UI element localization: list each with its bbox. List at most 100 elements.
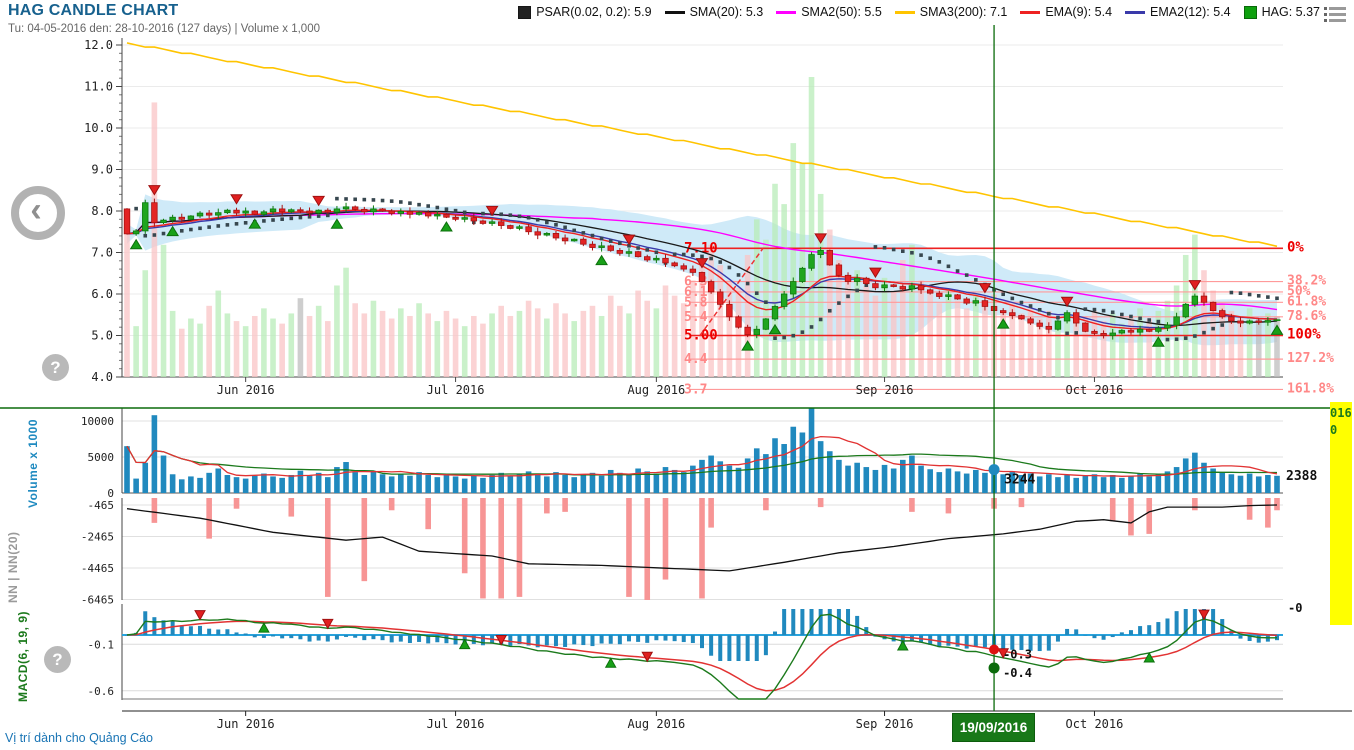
svg-text:50%: 50%: [1287, 284, 1311, 299]
svg-text:11.0: 11.0: [84, 80, 113, 94]
svg-text:-0.3: -0.3: [1003, 648, 1032, 662]
macd-line: [126, 613, 1277, 700]
svg-text:Jul 2016: Jul 2016: [427, 383, 485, 397]
legend-label: EMA2(12): 5.4: [1150, 5, 1231, 19]
svg-text:-2465: -2465: [81, 531, 114, 544]
candlesticks: [123, 198, 1281, 340]
svg-text:3.7: 3.7: [684, 382, 707, 397]
svg-text:78.6%: 78.6%: [1287, 309, 1326, 324]
svg-text:5000: 5000: [88, 451, 115, 464]
svg-text:61.8%: 61.8%: [1287, 294, 1326, 309]
side-strip-line: 016: [1330, 406, 1352, 420]
svg-text:4.4: 4.4: [684, 352, 708, 367]
menu-button[interactable]: [1324, 7, 1348, 27]
svg-text:Aug 2016: Aug 2016: [627, 717, 685, 731]
svg-text:0: 0: [107, 487, 114, 500]
svg-text:7.0: 7.0: [91, 246, 113, 260]
macd-panel-label: MACD(6, 19, 9): [16, 610, 30, 702]
svg-text:Oct 2016: Oct 2016: [1066, 383, 1124, 397]
legend-label: PSAR(0.02, 0.2): 5.9: [536, 5, 652, 19]
svg-text:3244: 3244: [1004, 473, 1035, 488]
svg-text:10.0: 10.0: [84, 121, 113, 135]
macd-signal-line: [126, 620, 1278, 692]
svg-text:-4465: -4465: [81, 562, 114, 575]
svg-text:Sep 2016: Sep 2016: [856, 717, 914, 731]
svg-text:Jul 2016: Jul 2016: [427, 717, 485, 731]
svg-text:4.0: 4.0: [91, 370, 113, 384]
svg-text:2388: 2388: [1286, 469, 1317, 484]
svg-text:Sep 2016: Sep 2016: [856, 383, 914, 397]
legend-item[interactable]: EMA(9): 5.4: [1020, 5, 1112, 19]
legend-square-swatch: [518, 5, 532, 19]
help-icon[interactable]: ?: [44, 646, 71, 673]
legend-item[interactable]: SMA3(200): 7.1: [894, 5, 1008, 19]
svg-text:-465: -465: [88, 499, 115, 512]
legend-line-swatch: [776, 10, 797, 14]
legend-item[interactable]: HAG: 5.37: [1243, 5, 1320, 19]
svg-text:9.0: 9.0: [91, 163, 113, 177]
legend-line-swatch: [1125, 10, 1146, 14]
ad-placeholder-text: Vị trí dành cho Quảng Cáo: [5, 731, 154, 745]
legend-item[interactable]: PSAR(0.02, 0.2): 5.9: [518, 5, 652, 19]
crosshair-macd-dot: [988, 662, 1000, 674]
menu-icon: [1324, 7, 1348, 10]
legend-line-swatch: [664, 10, 685, 14]
svg-text:Jun 2016: Jun 2016: [217, 383, 275, 397]
nn-panel: -465 -2465 -4465 -6465: [81, 498, 1283, 607]
help-icon[interactable]: ?: [42, 354, 69, 381]
legend-item[interactable]: SMA2(50): 5.5: [776, 5, 882, 19]
page-title: HAG CANDLE CHART: [8, 2, 179, 19]
nn-panel-label: NN | NN(20): [6, 531, 20, 603]
legend-line-swatch: [1020, 10, 1041, 14]
svg-text:0%: 0%: [1287, 239, 1304, 255]
svg-text:10000: 10000: [81, 415, 114, 428]
svg-text:100%: 100%: [1287, 327, 1321, 343]
sma3-200-line: [126, 42, 1278, 248]
svg-text:7.10: 7.10: [684, 240, 718, 256]
crosshair-signal-dot: [989, 644, 1000, 655]
legend-line-swatch: [894, 10, 915, 14]
svg-text:5.4: 5.4: [684, 310, 708, 325]
macd-panel: -0.1 -0.6: [88, 604, 1283, 700]
main-price-panel: 4.05.06.07.08.09.010.011.012.07.10 0%6.3 3…: [84, 38, 1334, 397]
svg-text:12.0: 12.0: [84, 38, 113, 52]
volume-panel-label: Volume x 1000: [26, 419, 40, 508]
svg-text:Jun 2016: Jun 2016: [217, 717, 275, 731]
svg-text:-0.4: -0.4: [1003, 666, 1032, 680]
back-arrow-icon[interactable]: ‹: [11, 186, 65, 240]
svg-text:161.8%: 161.8%: [1287, 381, 1334, 396]
legend-item[interactable]: EMA2(12): 5.4: [1125, 5, 1231, 19]
legend-label: HAG: 5.37: [1261, 5, 1320, 19]
menu-icon: [1324, 19, 1348, 22]
svg-text:Aug 2016: Aug 2016: [627, 383, 685, 397]
signal-markers: [129, 185, 1284, 351]
side-strip-line: 0: [1330, 422, 1338, 437]
svg-text:38.2%: 38.2%: [1287, 274, 1326, 289]
svg-text:8.0: 8.0: [91, 204, 113, 218]
volume-panel: 0 5000 10000: [81, 408, 1283, 500]
crosshair-date-badge: 19/09/2016: [952, 713, 1035, 742]
svg-text:6.1: 6.1: [684, 285, 708, 300]
svg-text:5.8: 5.8: [684, 295, 708, 310]
indicator-legend: PSAR(0.02, 0.2): 5.9 SMA(20): 5.3 SMA2(50)…: [518, 5, 1320, 19]
svg-text:127.2%: 127.2%: [1287, 351, 1334, 366]
legend-label: SMA2(50): 5.5: [801, 5, 882, 19]
svg-text:6.0: 6.0: [91, 287, 113, 301]
menu-icon: [1324, 13, 1348, 16]
crosshair-volume-dot: [988, 464, 1000, 476]
axes: Jun 2016 Jun 2016 Jul 2016 Jul 2016 Aug 2016…: [0, 377, 1352, 731]
nn-cumulative-line: [126, 504, 1278, 572]
svg-text:5.0: 5.0: [91, 329, 113, 343]
svg-text:-0: -0: [1288, 601, 1302, 615]
legend-item[interactable]: SMA(20): 5.3: [664, 5, 764, 19]
date-range-subtitle: Tu: 04-05-2016 den: 28-10-2016 (127 days…: [8, 23, 320, 35]
svg-text:-6465: -6465: [81, 594, 114, 607]
legend-label: SMA3(200): 7.1: [919, 5, 1008, 19]
legend-label: EMA(9): 5.4: [1045, 5, 1113, 19]
legend-square-swatch: [1243, 5, 1257, 19]
legend-label: SMA(20): 5.3: [689, 5, 764, 19]
side-highlight-strip: 016 0: [1330, 402, 1352, 625]
svg-text:-0.1: -0.1: [88, 638, 115, 651]
